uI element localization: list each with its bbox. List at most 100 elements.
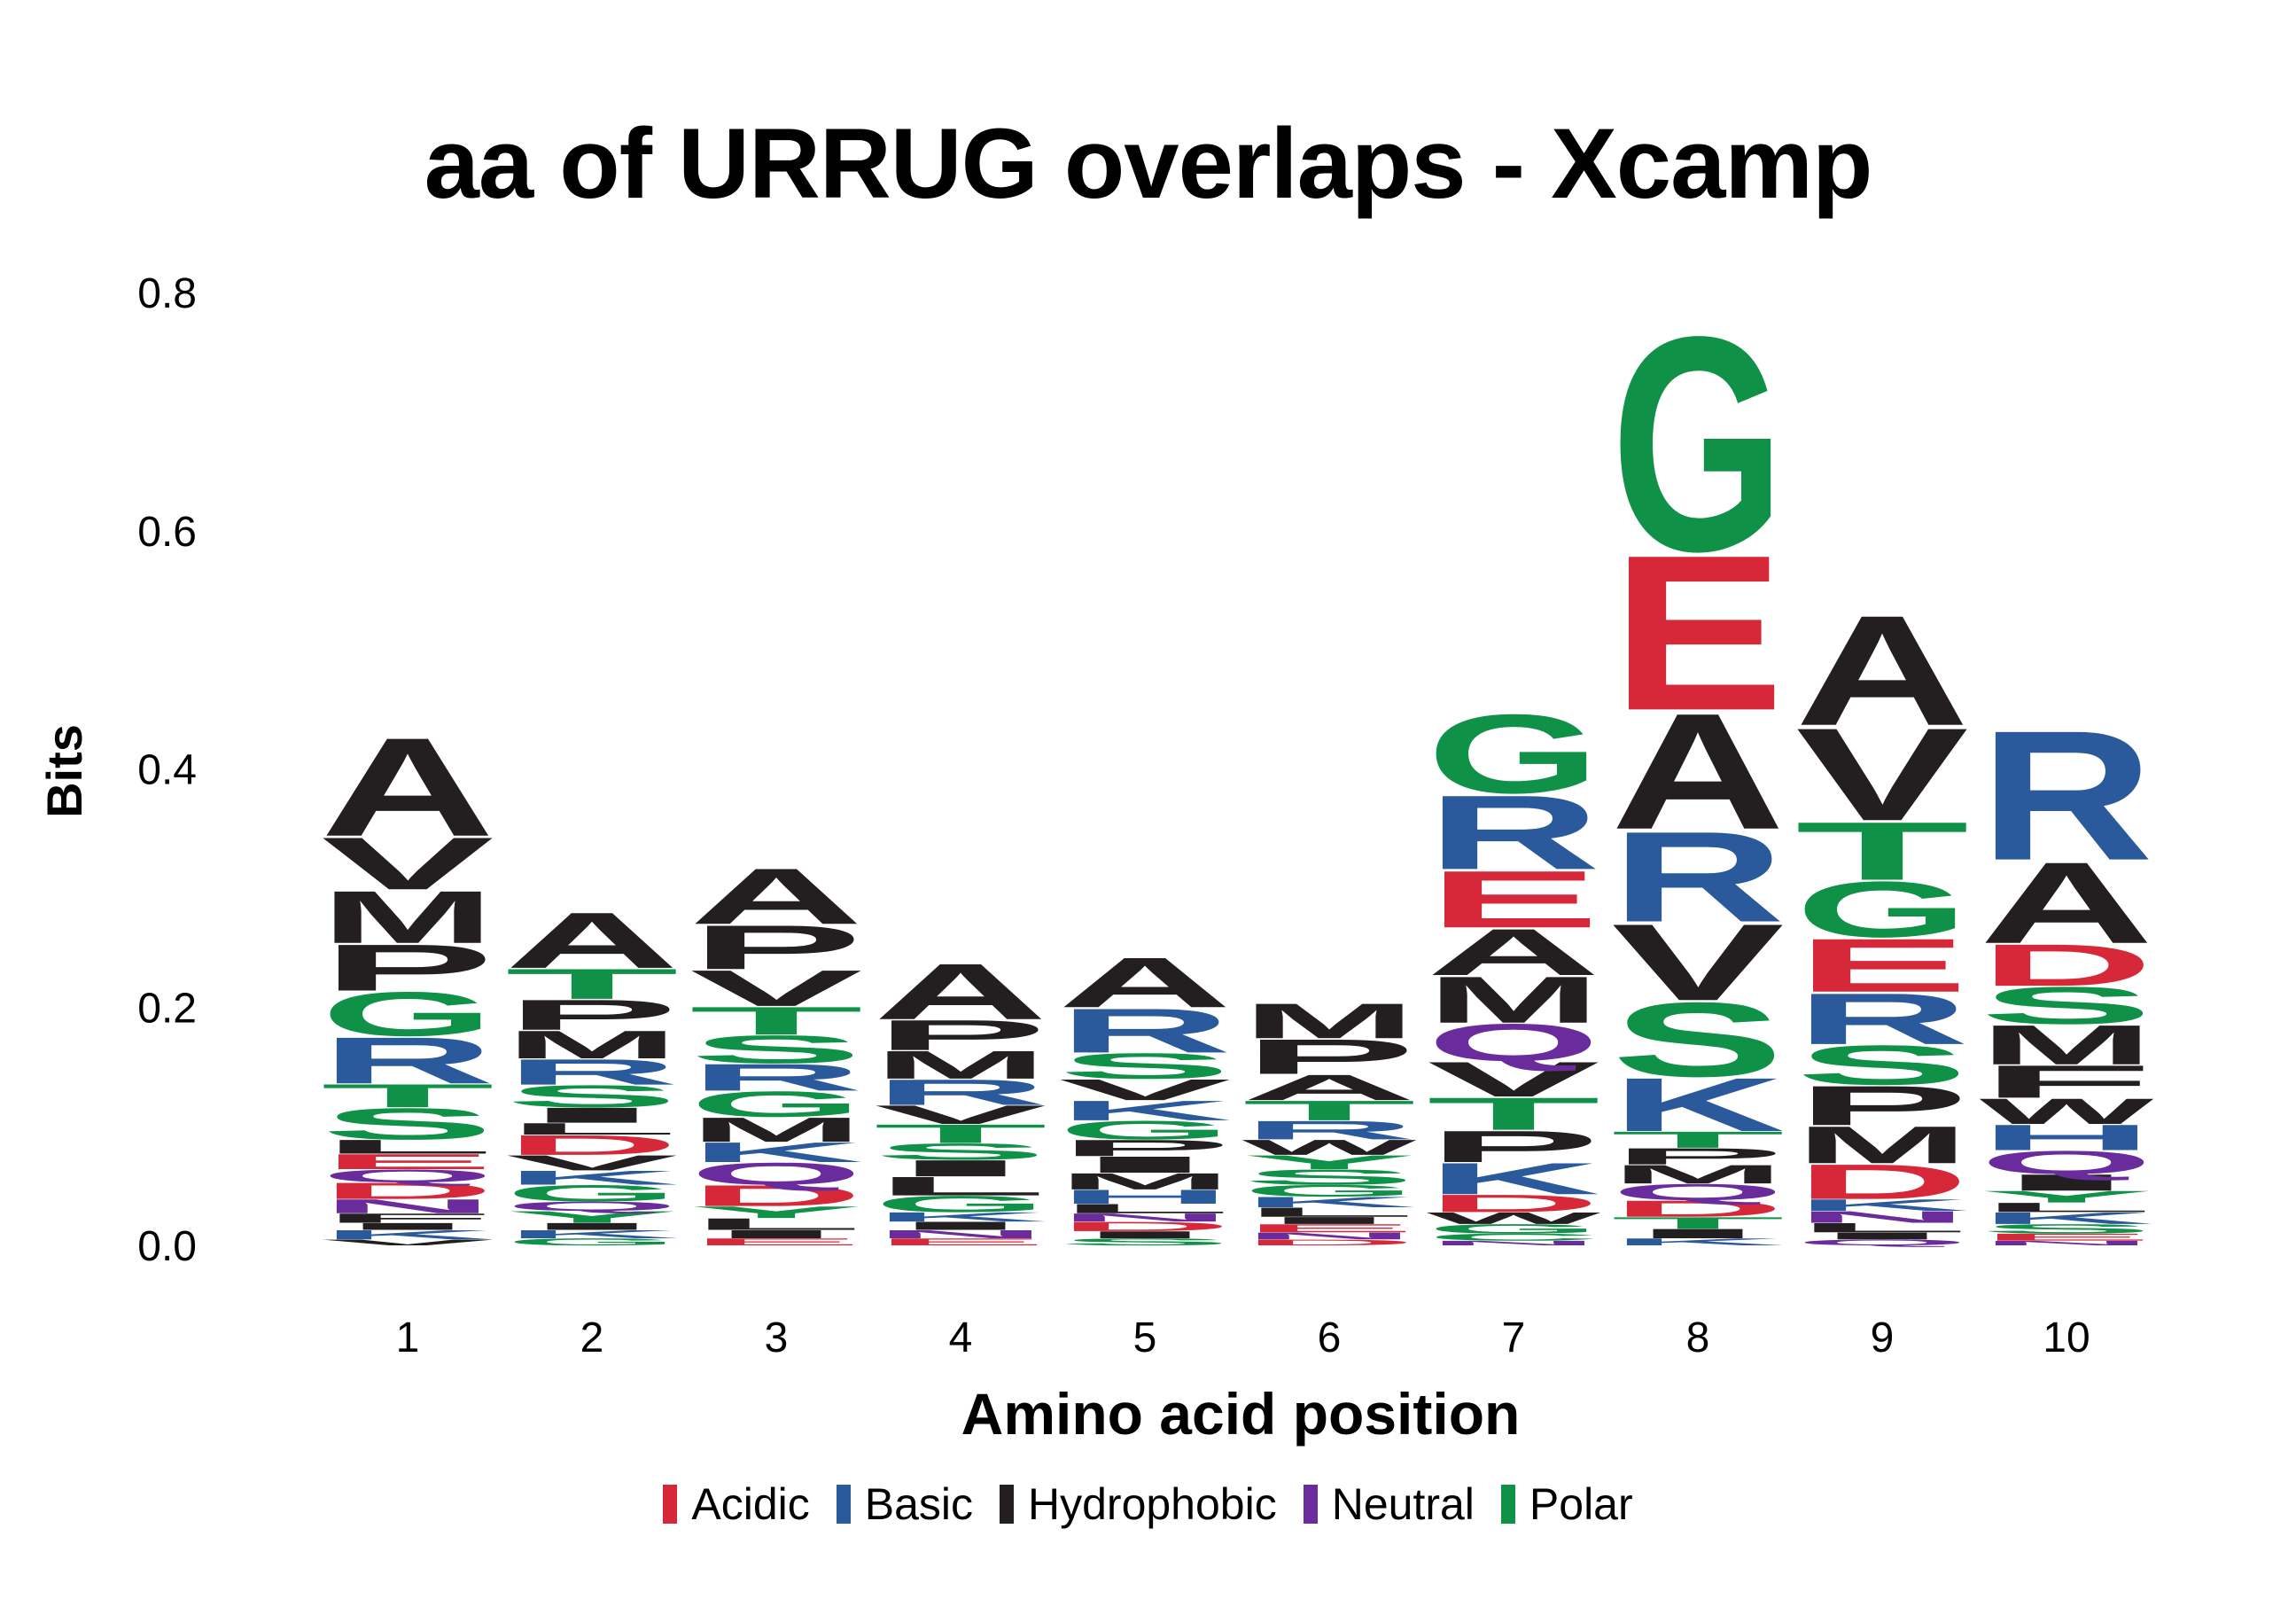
- logo-letter-T: T: [505, 960, 679, 1008]
- logo-letter-Q: Q: [1795, 1238, 1968, 1247]
- logo-letter-V: V: [1427, 1051, 1599, 1107]
- logo-letter-G: G: [1058, 1115, 1231, 1144]
- logo-letter-M: M: [1427, 963, 1601, 1037]
- logo-letter-G: G: [1427, 691, 1599, 817]
- legend-swatch: [663, 1485, 678, 1524]
- logo-letter-N: N: [321, 1195, 495, 1217]
- logo-letter-D: D: [1611, 1196, 1786, 1221]
- logo-letter-T: T: [321, 1078, 494, 1115]
- logo-letter-Y: Y: [1980, 1188, 2152, 1206]
- legend-label: Neutral: [1331, 1479, 1475, 1529]
- logo-letter-I: I: [875, 1155, 1047, 1181]
- logo-letter-P: P: [874, 1011, 1047, 1059]
- logo-letter-L: L: [1795, 1221, 1969, 1236]
- logo-letter-V: V: [505, 1150, 678, 1174]
- logo-letter-Y: Y: [689, 1203, 862, 1221]
- logo-letter-M: M: [874, 1043, 1048, 1088]
- x-tick-label: 9: [1871, 1314, 1895, 1361]
- logo-letter-Q: Q: [1427, 1013, 1599, 1072]
- logo-letter-D: D: [689, 1179, 864, 1213]
- logo-letter-R: R: [689, 1057, 864, 1099]
- logo-letter-T: T: [1242, 1095, 1416, 1126]
- logo-letter-A: A: [874, 948, 1048, 1036]
- logo-letter-Y: Y: [1242, 1151, 1415, 1174]
- logo-letter-L: L: [1980, 1200, 2153, 1215]
- logo-letter-G: G: [689, 1084, 862, 1125]
- logo-letter-S: S: [1058, 1046, 1231, 1087]
- logo-letter-G: G: [1427, 1221, 1599, 1236]
- logo-letter-N: N: [874, 1228, 1048, 1241]
- logo-letter-I: I: [690, 1228, 862, 1241]
- logo-letter-N: N: [1058, 1211, 1233, 1224]
- logo-letter-D: D: [1427, 1190, 1601, 1217]
- logo-letter-I: I: [875, 1220, 1047, 1233]
- logo-letter-P: P: [505, 991, 678, 1039]
- logo-letter-F: F: [321, 1211, 494, 1226]
- x-tick-label: 3: [765, 1314, 789, 1361]
- legend: Acidic Basic Hydrophobic Neutral Polar: [0, 1478, 2296, 1530]
- logo-letter-K: K: [505, 1228, 680, 1241]
- logo-letter-Y: Y: [505, 1208, 678, 1227]
- logo-letter-D: D: [1980, 932, 2154, 999]
- logo-letter-V: V: [321, 822, 494, 905]
- logo-letter-T: T: [1611, 1213, 1785, 1232]
- logo-letter-C: C: [1427, 1232, 1601, 1243]
- logo-letter-F: F: [1980, 1056, 2153, 1107]
- legend-item-hydrophobic: Hydrophobic: [1000, 1478, 1277, 1530]
- logo-letter-G: G: [505, 1236, 678, 1248]
- logo-letter-P: P: [1058, 1135, 1231, 1161]
- logo-letter-K: K: [1611, 1062, 1786, 1147]
- logo-letter-I: I: [1059, 1151, 1231, 1177]
- logo-letter-D: D: [1242, 1238, 1417, 1247]
- logo-letter-T: T: [689, 999, 863, 1043]
- logo-letter-T: T: [1427, 1088, 1600, 1139]
- logo-letter-I: I: [322, 1221, 494, 1232]
- logo-letter-E: E: [689, 1236, 862, 1247]
- logo-letter-R: R: [505, 1052, 680, 1093]
- logo-letter-R: R: [1611, 805, 1786, 949]
- logo-letter-Q: Q: [505, 1199, 678, 1214]
- logo-letter-A: A: [505, 896, 680, 985]
- logo-letter-S: S: [1795, 1034, 1968, 1096]
- y-axis: 0.0 0.2 0.4 0.6 0.8: [137, 270, 197, 1270]
- logo-letter-L: L: [689, 1215, 863, 1234]
- logo-letter-A: A: [321, 709, 495, 866]
- logo-letter-N: N: [1795, 1208, 1970, 1227]
- logo-letter-S: S: [1611, 981, 1784, 1099]
- logo-letter-L: L: [1242, 1205, 1416, 1220]
- logo-letter-M: M: [321, 876, 495, 959]
- logo-letter-K: K: [1427, 1154, 1601, 1204]
- logo-letter-L: L: [321, 1135, 494, 1158]
- x-axis: 1 2 3 4 5 6 7 8 9 10: [396, 1314, 2090, 1361]
- logo-letter-M: M: [1058, 1168, 1233, 1194]
- logo-letter-E: E: [1427, 854, 1599, 945]
- logo-letter-R: R: [1058, 995, 1233, 1065]
- logo-letter-P: P: [1242, 1029, 1415, 1085]
- logo-letter-S: S: [874, 1139, 1047, 1165]
- logo-letter-K: K: [874, 1210, 1048, 1225]
- logo-letter-N: N: [1242, 1230, 1417, 1241]
- x-tick-label: 4: [949, 1314, 973, 1361]
- logo-stacks: VKIFNDQELSTRGPMVAGKIYQGKVDLISRMPTAEILYDQ…: [321, 273, 2154, 1247]
- logo-letter-M: M: [1242, 994, 1417, 1049]
- x-tick-label: 1: [396, 1314, 420, 1361]
- logo-letter-G: G: [1611, 273, 1784, 614]
- logo-letter-L: L: [505, 1119, 679, 1138]
- logo-letter-I: I: [1612, 1226, 1784, 1241]
- logo-letter-P: P: [689, 912, 862, 982]
- legend-swatch: [1000, 1485, 1014, 1524]
- logo-letter-I: I: [506, 1221, 678, 1232]
- x-tick-label: 7: [1502, 1314, 1526, 1361]
- logo-letter-P: P: [1611, 1143, 1784, 1169]
- legend-label: Acidic: [691, 1479, 810, 1529]
- logo-letter-Q: Q: [321, 1166, 494, 1186]
- legend-swatch: [836, 1485, 851, 1524]
- y-tick-label: 0.8: [137, 270, 197, 317]
- logo-letter-I: I: [1981, 1170, 2152, 1196]
